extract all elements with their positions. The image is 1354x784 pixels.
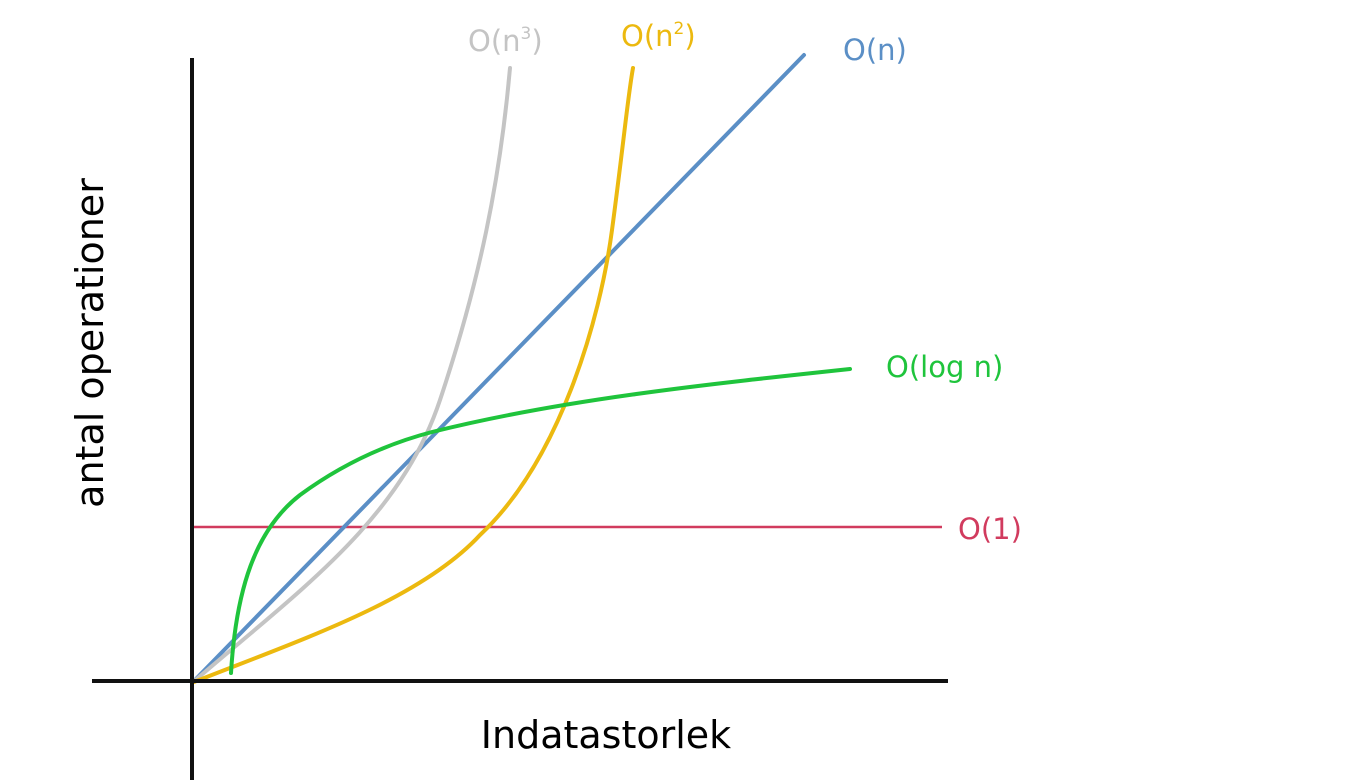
y-axis-title: antal operationer [68,178,112,508]
label-o1: O(1) [958,512,1022,546]
label-on: O(n) [843,33,907,67]
curve-on [190,53,806,685]
curve-ologn [229,367,852,675]
x-axis-title: Indatastorlek [481,713,731,757]
label-on2: O(n2) [621,19,696,53]
curve-on3 [190,66,512,685]
label-on3: O(n3) [468,24,543,58]
label-ologn: O(log n) [886,350,1003,384]
curve-on2 [192,66,635,684]
